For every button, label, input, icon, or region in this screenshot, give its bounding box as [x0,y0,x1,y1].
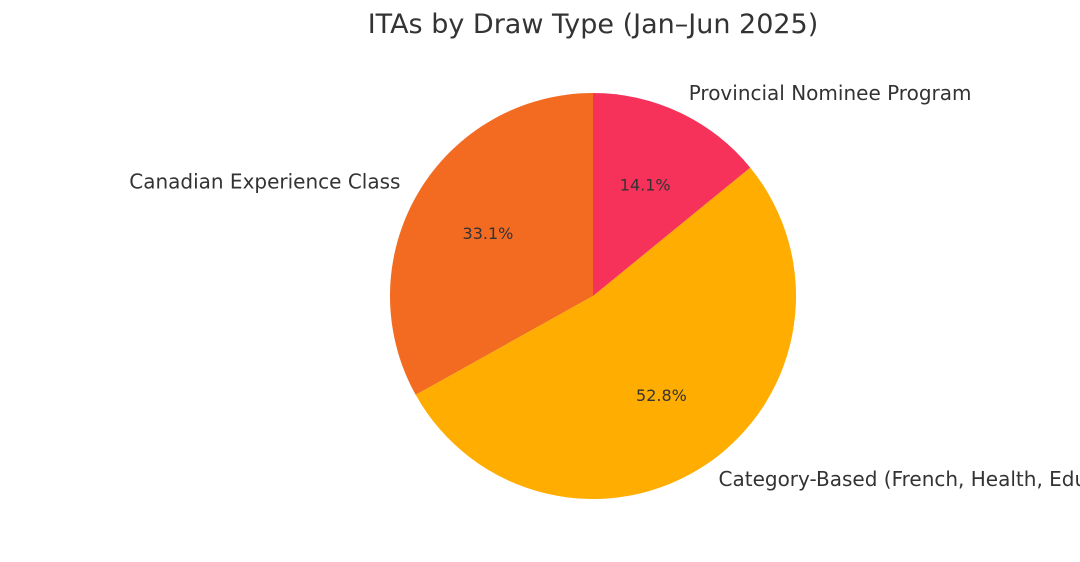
slice-label-provincial-nominee-program: Provincial Nominee Program [689,81,972,105]
slice-percent-category-based-french-health-education: 52.8% [636,386,687,405]
pie-labels: Canadian Experience Class 33.1% Category-B… [129,81,1080,491]
chart-title: ITAs by Draw Type (Jan–Jun 2025) [368,9,819,40]
slice-label-canadian-experience-class: Canadian Experience Class [129,169,400,193]
slice-percent-canadian-experience-class: 33.1% [463,224,514,243]
pie-slices [389,93,796,500]
pie-slice-provincial-nominee-program [593,93,751,296]
slice-percent-provincial-nominee-program: 14.1% [620,175,671,194]
pie-slice-category-based-french-health-education [415,167,796,500]
pie-slice-canadian-experience-class [389,93,593,395]
slice-label-category-based-french-health-education: Category-Based (French, Health, Educatio… [719,467,1080,491]
